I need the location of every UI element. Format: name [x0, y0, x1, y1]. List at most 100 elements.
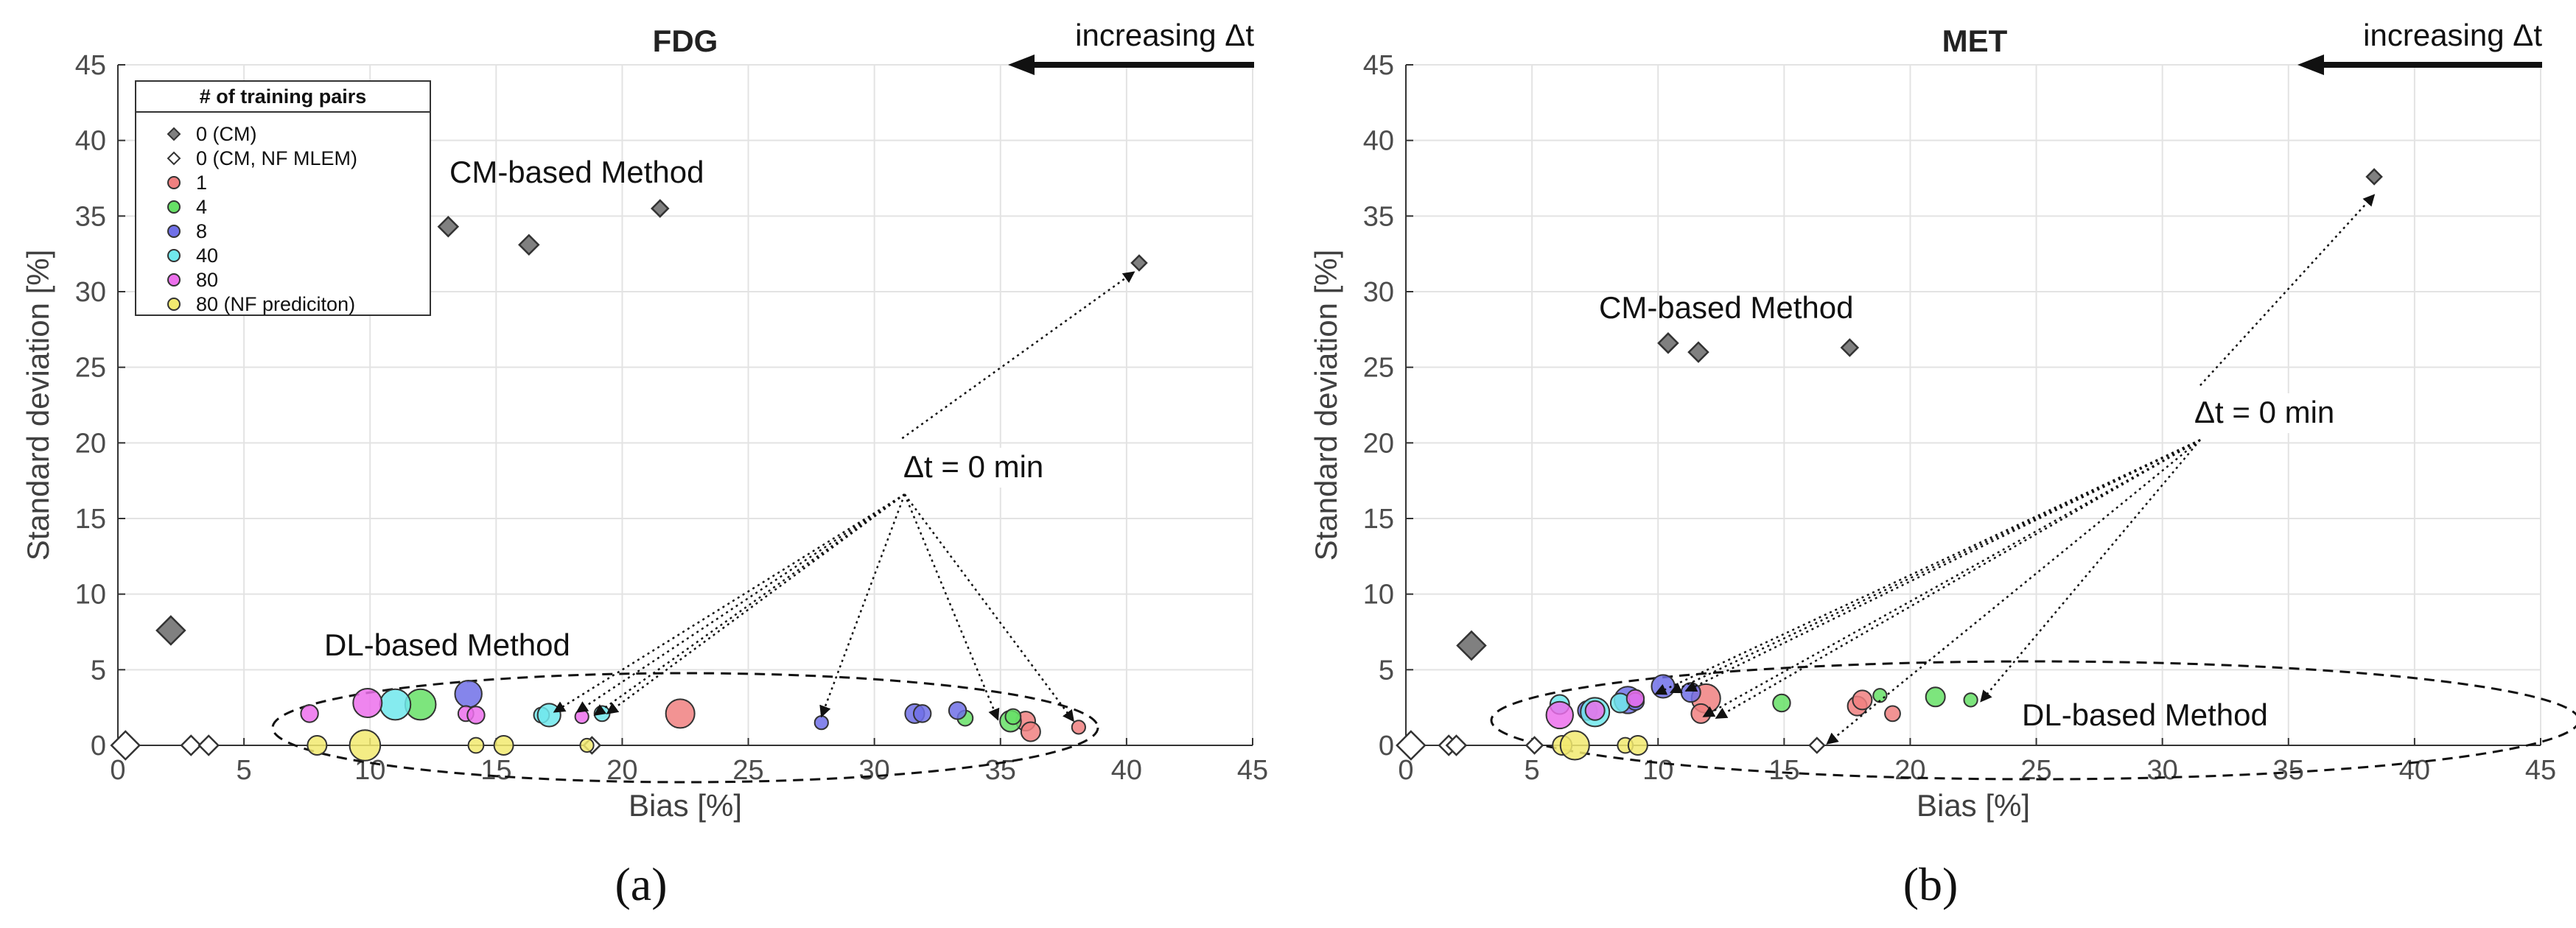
data-point-circle — [454, 679, 483, 709]
y-tick-label: 20 — [1363, 428, 1394, 459]
data-point-circle — [300, 704, 319, 723]
chart-title: FDG — [653, 24, 718, 58]
y-tick-label: 0 — [91, 731, 106, 762]
dl-method-ellipse — [271, 672, 1099, 784]
x-tick-label: 30 — [859, 755, 890, 786]
data-points — [1396, 168, 2383, 761]
legend-box — [135, 80, 431, 316]
delta-t-arrow — [819, 493, 906, 718]
data-point-diamond — [197, 734, 220, 756]
legend: # of training pairs 0 (CM)0 (CM, NF MLEM)… — [135, 80, 431, 316]
data-point-diamond — [1445, 734, 1468, 756]
data-point-diamond — [155, 615, 186, 646]
x-tick-label: 20 — [1894, 755, 1925, 786]
delta-t-arrow — [903, 493, 1000, 721]
delta-t-arrow — [1980, 439, 2201, 703]
data-point-circle — [1925, 686, 1946, 708]
increasing-delta-t-label: increasing Δt — [1075, 18, 1254, 52]
delta-t-arrows — [553, 271, 1135, 723]
data-point-circle — [1625, 689, 1645, 709]
x-tick-label: 25 — [2020, 755, 2051, 786]
y-tick-label: 40 — [75, 126, 106, 157]
data-point-circle — [1020, 721, 1041, 742]
data-point-circle — [1627, 735, 1648, 756]
data-point-circle — [493, 735, 514, 756]
legend-marker — [167, 225, 181, 238]
data-point-circle — [1772, 693, 1791, 713]
data-point-circle — [1680, 682, 1701, 703]
data-point-diamond — [1687, 341, 1709, 363]
y-axis-label: Standard deviation [%] — [1309, 250, 1343, 561]
delta-t-arrow — [606, 493, 906, 714]
x-axis-label: Bias [%] — [1917, 788, 2030, 823]
data-point-circle — [1071, 720, 1086, 735]
data-point-diamond — [1396, 730, 1427, 761]
legend-entry-label: 40 — [196, 245, 218, 267]
data-point-circle — [912, 704, 932, 723]
increasing-arrow-head — [1008, 55, 1035, 75]
data-point-diamond — [1525, 736, 1544, 755]
y-tick-label: 0 — [1379, 731, 1394, 762]
panel-label: (a) — [615, 858, 667, 910]
legend-marker — [167, 298, 181, 311]
data-point-circle — [379, 688, 412, 721]
legend-entry-label: 0 (CM, NF MLEM) — [196, 147, 357, 169]
data-point-circle — [1690, 703, 1712, 724]
legend-entry-label: 8 — [196, 220, 207, 242]
delta-t-zero-label: Δt = 0 min — [2194, 395, 2334, 429]
dl-method-label: DL-based Method — [324, 628, 570, 662]
data-point-circle — [467, 737, 485, 754]
cm-method-label: CM-based Method — [449, 155, 704, 189]
delta-t-arrow-cm — [901, 271, 1135, 440]
delta-t-arrow — [1684, 439, 2201, 692]
y-tick-label: 10 — [75, 580, 106, 611]
legend-marker — [167, 176, 181, 189]
data-point-circle — [813, 715, 829, 731]
data-point-circle — [1963, 692, 1978, 708]
delta-t-arrow — [1702, 439, 2201, 718]
x-tick-label: 5 — [1525, 755, 1540, 786]
data-point-diamond — [110, 730, 141, 761]
dl-method-ellipse — [1490, 660, 2576, 781]
delta-t-arrow — [1826, 439, 2201, 745]
data-point-circle — [665, 698, 696, 729]
x-tick-label: 45 — [2525, 755, 2556, 786]
y-tick-label: 30 — [1363, 277, 1394, 308]
y-tick-label: 25 — [1363, 353, 1394, 384]
legend-marker — [167, 273, 181, 287]
data-point-circle — [1545, 700, 1574, 730]
data-point-diamond — [1840, 338, 1860, 357]
x-tick-label: 40 — [1111, 755, 1142, 786]
data-point-diamond — [1808, 737, 1826, 754]
data-point-circle — [1872, 688, 1888, 703]
data-point-circle — [1559, 730, 1590, 761]
y-tick-label: 20 — [75, 428, 106, 459]
cm-method-label: CM-based Method — [1599, 290, 1854, 325]
x-tick-label: 5 — [237, 755, 252, 786]
y-tick-label: 10 — [1363, 580, 1394, 611]
y-tick-label: 35 — [1363, 201, 1394, 232]
y-tick-label: 40 — [1363, 126, 1394, 157]
x-tick-label: 15 — [480, 755, 511, 786]
x-tick-label: 35 — [985, 755, 1016, 786]
data-point-diamond — [180, 734, 203, 756]
delta-t-arrow — [1669, 439, 2201, 694]
legend-marker — [167, 127, 181, 141]
data-point-diamond — [1657, 332, 1679, 354]
y-tick-label: 30 — [75, 277, 106, 308]
legend-entry-label: 0 (CM) — [196, 123, 257, 145]
y-tick-label: 5 — [91, 655, 106, 686]
delta-t-arrows — [1654, 194, 2376, 745]
data-point-circle — [1884, 705, 1901, 723]
panel-label: (b) — [1903, 858, 1959, 910]
x-tick-label: 30 — [2147, 755, 2178, 786]
legend-entry-label: 4 — [196, 196, 207, 218]
data-point-circle — [466, 706, 486, 725]
x-tick-label: 40 — [2399, 755, 2430, 786]
legend-entry-label: 80 — [196, 269, 218, 291]
legend-marker — [167, 200, 181, 214]
x-tick-label: 35 — [2273, 755, 2304, 786]
delta-t-arrow — [553, 493, 906, 713]
x-tick-label: 0 — [1398, 755, 1413, 786]
